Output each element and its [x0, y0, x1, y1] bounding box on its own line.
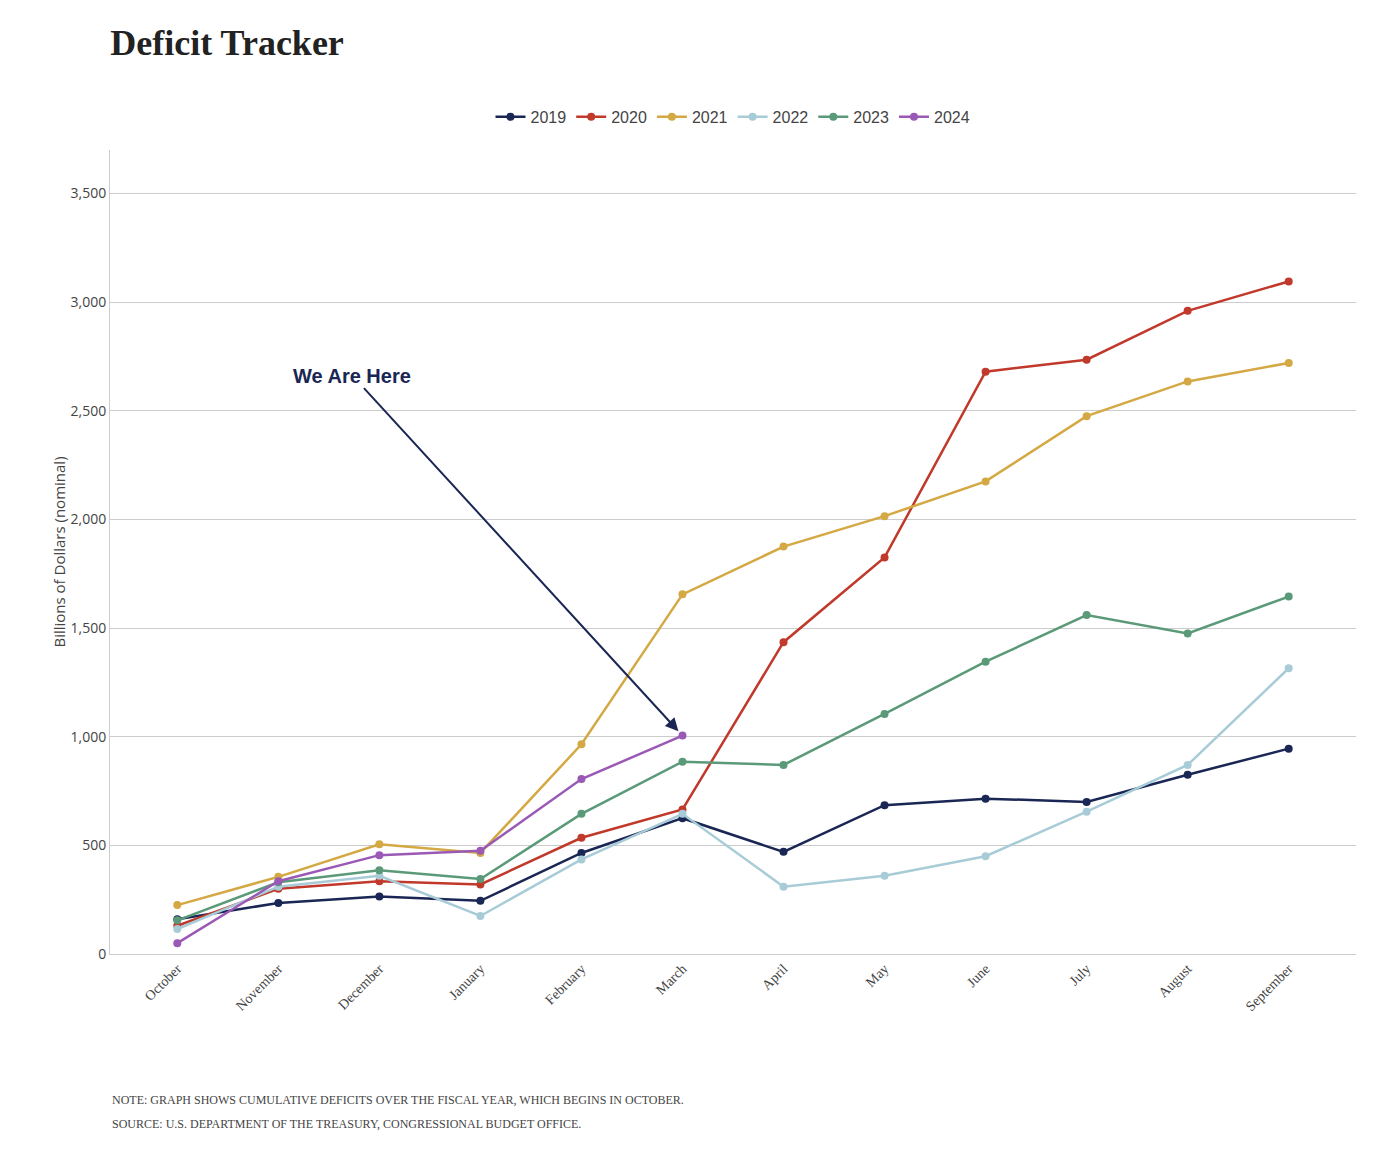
svg-text:SOURCE: U.S. DEPARTMENT OF THE: SOURCE: U.S. DEPARTMENT OF THE TREASURY,… — [112, 1117, 581, 1131]
svg-text:Deficit Tracker: Deficit Tracker — [110, 23, 344, 63]
svg-text:October: October — [142, 961, 185, 1004]
svg-text:1,000: 1,000 — [71, 727, 107, 746]
svg-text:2024: 2024 — [934, 109, 970, 126]
svg-text:2,000: 2,000 — [71, 509, 107, 528]
svg-text:2,500: 2,500 — [71, 401, 107, 420]
svg-text:1,500: 1,500 — [71, 618, 107, 637]
svg-text:3,000: 3,000 — [71, 292, 107, 311]
svg-text:November: November — [233, 961, 286, 1014]
svg-text:Billions of Dollars (nominal): Billions of Dollars (nominal) — [49, 456, 69, 647]
svg-text:2020: 2020 — [611, 109, 647, 126]
svg-text:December: December — [335, 961, 387, 1013]
svg-text:February: February — [542, 961, 588, 1007]
svg-text:2021: 2021 — [692, 109, 728, 126]
svg-text:2023: 2023 — [853, 109, 889, 126]
svg-text:April: April — [759, 961, 791, 993]
svg-text:June: June — [964, 961, 993, 990]
svg-text:January: January — [446, 961, 487, 1002]
svg-text:500: 500 — [82, 835, 106, 854]
svg-text:NOTE: GRAPH SHOWS CUMULATIVE D: NOTE: GRAPH SHOWS CUMULATIVE DEFICITS OV… — [112, 1093, 684, 1107]
svg-text:May: May — [863, 961, 892, 990]
svg-text:2019: 2019 — [531, 109, 567, 126]
svg-text:August: August — [1156, 961, 1195, 1000]
svg-text:September: September — [1243, 961, 1296, 1014]
svg-text:July: July — [1067, 961, 1094, 988]
svg-text:We Are Here: We Are Here — [293, 365, 411, 387]
svg-text:2022: 2022 — [773, 109, 809, 126]
svg-text:March: March — [653, 961, 689, 997]
svg-text:0: 0 — [98, 944, 106, 963]
svg-text:3,500: 3,500 — [71, 183, 107, 202]
